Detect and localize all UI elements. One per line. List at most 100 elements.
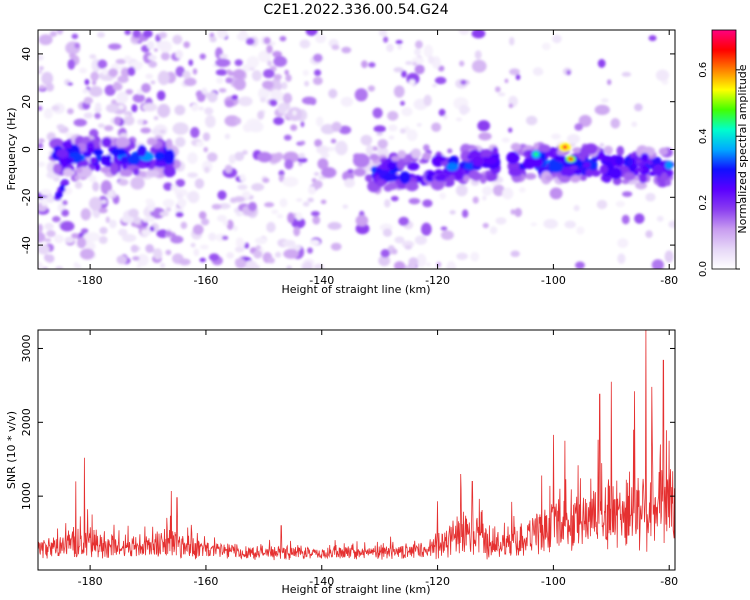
heatmap-cell: [313, 53, 323, 63]
heatmap-cell: [300, 121, 305, 128]
heatmap-cell: [124, 115, 135, 126]
heatmap-cell: [165, 138, 173, 149]
heatmap-cell: [551, 133, 561, 140]
heatmap-cell: [119, 132, 128, 139]
heatmap-cell: [405, 61, 413, 65]
snr-x-axis-label: Height of straight line (km): [281, 583, 430, 596]
heatmap-cell: [98, 207, 108, 214]
heatmap-cell: [495, 86, 501, 93]
heatmap-cell: [460, 79, 467, 85]
heatmap-cell: [301, 96, 317, 105]
heatmap-cell: [90, 71, 99, 82]
heatmap-cell: [165, 230, 172, 237]
spectrogram-marks: [38, 30, 675, 269]
heatmap-cell: [495, 217, 507, 225]
heatmap-cell: [458, 30, 470, 35]
heatmap-cell: [391, 155, 401, 162]
heatmap-cell: [664, 250, 674, 263]
heatmap-cell: [204, 166, 210, 174]
heatmap-cell: [79, 160, 90, 166]
heatmap-cell: [253, 249, 263, 259]
heatmap-cell: [439, 192, 447, 200]
heatmap-cell: [331, 44, 340, 51]
heatmap-cell: [137, 118, 144, 125]
heatmap-cell: [327, 222, 342, 230]
heatmap-cell: [273, 56, 288, 67]
heatmap-cell: [354, 88, 368, 102]
heatmap-cell: [482, 156, 498, 165]
heatmap-cell: [414, 48, 421, 56]
heatmap-cell: [508, 103, 514, 109]
heatmap-cell: [251, 183, 265, 192]
heatmap-cell: [273, 116, 285, 126]
heatmap-cell: [136, 264, 142, 269]
heatmap-cell: [282, 92, 293, 104]
heatmap-cell: [353, 168, 367, 177]
heatmap-cell: [524, 172, 537, 180]
heatmap-cell: [446, 162, 459, 172]
heatmap-cell: [56, 149, 69, 159]
heatmap-cell: [42, 266, 48, 269]
heatmap-cell: [38, 142, 44, 149]
heatmap-cell: [109, 162, 119, 176]
heatmap-cell: [175, 178, 186, 188]
heatmap-cell: [137, 88, 143, 95]
heatmap-cell: [38, 54, 44, 61]
heatmap-cell: [88, 175, 97, 183]
heatmap-cell: [132, 256, 140, 261]
heatmap-cell: [284, 69, 289, 76]
heatmap-cell: [61, 209, 70, 217]
heatmap-cell: [109, 219, 117, 229]
heatmap-cell: [71, 33, 79, 40]
heatmap-cell: [211, 203, 222, 210]
heatmap-cell: [127, 66, 136, 77]
heatmap-cell: [41, 71, 54, 86]
colorbar-tick-label: 0.2: [698, 195, 709, 211]
heatmap-cell: [482, 186, 493, 196]
heatmap-cell: [235, 117, 242, 125]
heatmap-cell: [208, 232, 217, 241]
heatmap-cell: [283, 249, 299, 259]
heatmap-cell: [266, 221, 276, 233]
heatmap-cell: [314, 139, 323, 148]
heatmap-cell: [312, 215, 321, 225]
heatmap-cell: [599, 143, 605, 148]
heatmap-cell: [373, 125, 386, 133]
heatmap-cell: [502, 187, 514, 200]
heatmap-cell: [159, 129, 166, 134]
heatmap-cell: [601, 155, 612, 163]
heatmap-cell: [497, 92, 506, 97]
heatmap-cell: [481, 148, 493, 158]
heatmap-cell: [423, 44, 434, 58]
heatmap-cell: [425, 262, 432, 267]
heatmap-cell: [664, 179, 672, 187]
heatmap-cell: [246, 56, 260, 68]
heatmap-cell: [248, 201, 257, 212]
heatmap-cell: [300, 140, 306, 145]
heatmap-cell: [401, 106, 413, 117]
heatmap-cell: [626, 158, 634, 166]
heatmap-cell: [603, 145, 613, 155]
heatmap-cell: [105, 103, 119, 113]
heatmap-cell: [635, 181, 647, 190]
heatmap-cell: [258, 87, 270, 100]
heatmap-cell: [207, 91, 218, 103]
heatmap-cell: [367, 85, 375, 92]
heatmap-cell: [216, 214, 227, 222]
heatmap-cell: [307, 247, 313, 254]
heatmap-cell: [67, 108, 74, 115]
heatmap-cell: [113, 150, 119, 157]
heatmap-cell: [53, 234, 64, 244]
heatmap-cell: [606, 79, 612, 86]
heatmap-cell: [320, 152, 330, 159]
heatmap-cell: [130, 176, 145, 190]
heatmap-cell: [331, 121, 342, 132]
heatmap-cell: [617, 238, 629, 249]
heatmap-cell: [81, 136, 91, 145]
heatmap-cell: [622, 191, 633, 197]
heatmap-cell: [215, 58, 231, 68]
heatmap-cell: [118, 178, 129, 186]
heatmap-cell: [100, 199, 107, 204]
heatmap-cell: [472, 156, 485, 167]
heatmap-cell: [195, 141, 205, 147]
